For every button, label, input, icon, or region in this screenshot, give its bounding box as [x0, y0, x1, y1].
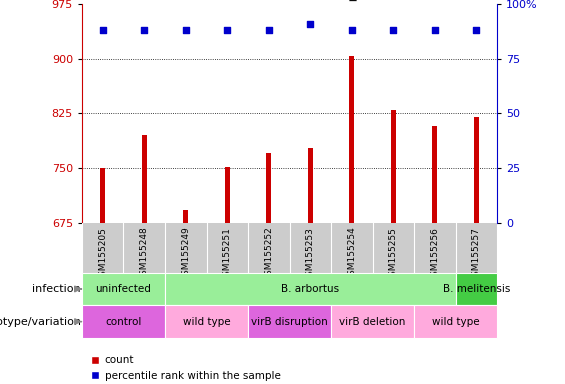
Bar: [455, 273, 497, 305]
Point: [306, 20, 315, 26]
Point: [389, 27, 398, 33]
Text: GSM155248: GSM155248: [140, 227, 149, 281]
Point: [98, 27, 107, 33]
Bar: [391, 110, 396, 223]
Bar: [82, 305, 165, 338]
Point: [347, 27, 357, 33]
Text: genotype/variation: genotype/variation: [0, 316, 81, 327]
Bar: [414, 305, 497, 338]
Text: GSM155205: GSM155205: [98, 227, 107, 281]
Text: GSM155257: GSM155257: [472, 227, 481, 281]
Text: GSM155253: GSM155253: [306, 227, 315, 281]
Bar: [142, 135, 147, 223]
Text: wild type: wild type: [432, 316, 480, 327]
Text: GSM155256: GSM155256: [431, 227, 440, 281]
Bar: [308, 147, 313, 223]
Legend: count, percentile rank within the sample: count, percentile rank within the sample: [87, 351, 285, 384]
Text: B. melitensis: B. melitensis: [443, 284, 510, 294]
Point: [223, 27, 232, 33]
Text: control: control: [105, 316, 142, 327]
Text: virB disruption: virB disruption: [251, 316, 328, 327]
Text: GSM155255: GSM155255: [389, 227, 398, 281]
Bar: [248, 305, 331, 338]
Bar: [165, 305, 248, 338]
Point: [181, 27, 190, 33]
Title: GDS2859 / 1448645_at: GDS2859 / 1448645_at: [208, 0, 371, 2]
Bar: [432, 126, 437, 223]
Bar: [82, 273, 165, 305]
Text: virB deletion: virB deletion: [340, 316, 406, 327]
Bar: [474, 117, 479, 223]
Text: GSM155249: GSM155249: [181, 227, 190, 281]
Point: [472, 27, 481, 33]
Bar: [331, 305, 414, 338]
Bar: [349, 56, 354, 223]
Bar: [100, 168, 105, 223]
Text: infection: infection: [32, 284, 81, 294]
Bar: [165, 273, 455, 305]
Text: GSM155251: GSM155251: [223, 227, 232, 281]
Bar: [183, 210, 188, 223]
Point: [140, 27, 149, 33]
Text: GSM155254: GSM155254: [347, 227, 357, 281]
Text: wild type: wild type: [182, 316, 231, 327]
Text: GSM155252: GSM155252: [264, 227, 273, 281]
Text: uninfected: uninfected: [95, 284, 151, 294]
Point: [431, 27, 440, 33]
Point: [264, 27, 273, 33]
Text: B. arbortus: B. arbortus: [281, 284, 340, 294]
Bar: [225, 167, 230, 223]
Bar: [266, 153, 271, 223]
